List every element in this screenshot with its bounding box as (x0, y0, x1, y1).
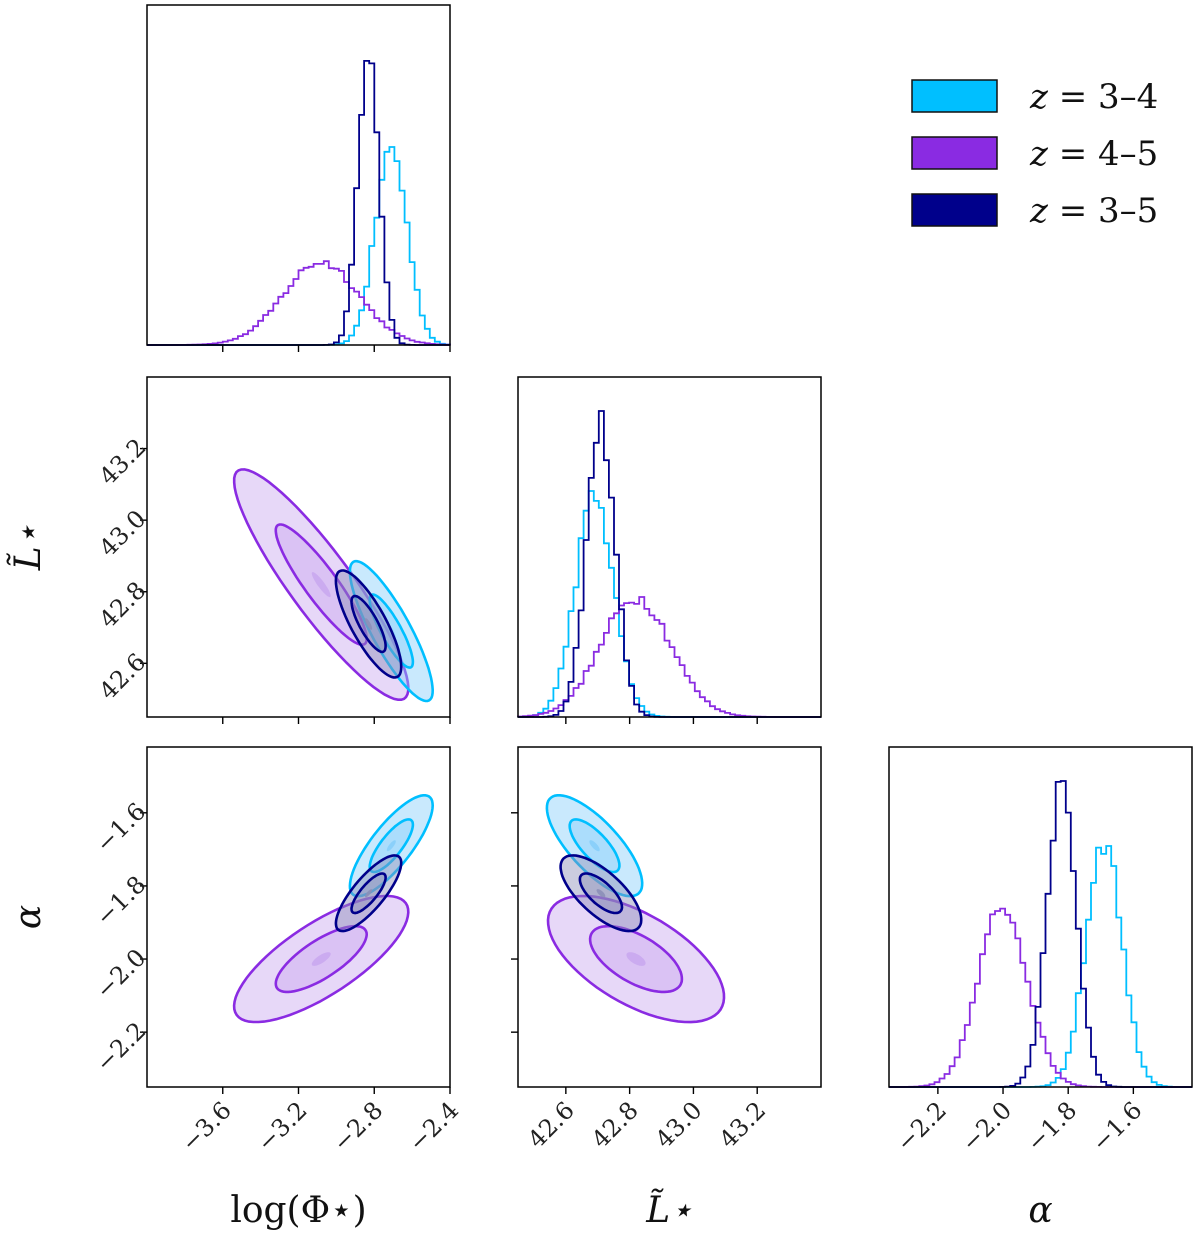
x-tick-label: 43.2 (714, 1096, 772, 1154)
legend-swatch-1 (911, 136, 998, 170)
x-tick-label: 42.8 (586, 1096, 644, 1154)
histogram-panel-alpha (888, 746, 1193, 1088)
contour-lstar_logphi-series-1-level-2 (311, 572, 331, 598)
legend-swatch-0 (911, 79, 998, 113)
legend-label-2: z = 3–5 (1029, 191, 1158, 231)
histogram-logphi-series-1 (147, 260, 451, 346)
x-tick-label: −2.0 (956, 1096, 1017, 1157)
x-axis-label-alpha: α (1028, 1190, 1052, 1231)
contour-alpha_logphi-series-0-level-2 (386, 840, 396, 852)
histogram-logphi-series-0 (147, 146, 451, 346)
x-tick-label: 43.0 (650, 1096, 708, 1154)
panel-frame (146, 4, 451, 346)
contour-lstar_logphi-series-2-level-2 (365, 618, 373, 630)
contour-alpha_logphi-series-2-level-2 (365, 889, 373, 898)
y-tick-label: −1.6 (90, 797, 151, 858)
x-tick-label: 42.6 (522, 1096, 580, 1154)
histogram-lstar-series-0 (517, 490, 821, 718)
contour-panel-alpha_logphi (146, 746, 451, 1088)
x-tick-label: −2.2 (891, 1096, 952, 1157)
y-tick-label: 42.8 (94, 576, 152, 634)
contour-alpha_lstar-series-2-level-2 (596, 889, 606, 898)
y-axis-label-alpha: α (8, 905, 49, 929)
contour-alpha_lstar-series-1-level-2 (626, 952, 646, 966)
x-tick-label: −3.6 (176, 1096, 237, 1157)
panel-frame (517, 746, 822, 1088)
y-tick-label: −1.8 (90, 870, 151, 931)
x-tick-label: −3.2 (252, 1096, 313, 1157)
contour-panel-lstar_logphi (146, 376, 451, 718)
y-tick-label: 43.2 (94, 433, 152, 491)
legend-label-0: z = 3–4 (1029, 77, 1158, 117)
histogram-panel-logphi (146, 4, 451, 346)
panel-frame (517, 376, 822, 718)
legend-label-1: z = 4–5 (1029, 134, 1158, 174)
y-tick-label: −2.0 (90, 943, 151, 1004)
legend-swatch-2 (911, 193, 998, 227)
histogram-panel-lstar (517, 376, 822, 718)
panel-frame (888, 746, 1193, 1088)
x-axis-label-logphi: log(Φ⋆) (230, 1190, 366, 1231)
x-tick-label: −2.8 (327, 1096, 388, 1157)
contour-alpha_logphi-series-1-level-2 (311, 952, 331, 966)
y-tick-label: 42.6 (94, 648, 152, 706)
histogram-lstar-series-2 (518, 410, 821, 718)
contour-alpha_lstar-series-0-level-2 (589, 840, 600, 852)
y-tick-label: 43.0 (94, 505, 152, 563)
contour-panel-alpha_lstar (517, 746, 822, 1088)
x-tick-label: −1.6 (1086, 1096, 1147, 1157)
y-tick-label: −2.2 (90, 1017, 151, 1078)
y-axis-label-lstar: L̃⋆ (7, 524, 49, 571)
legend: z = 3–4 z = 4–5 z = 3–5 (911, 77, 1158, 231)
histogram-alpha-series-2 (889, 780, 1192, 1088)
x-tick-label: −2.4 (403, 1096, 464, 1157)
x-tick-label: −1.8 (1021, 1096, 1082, 1157)
x-axis-label-lstar: L̃⋆ (645, 1189, 692, 1231)
